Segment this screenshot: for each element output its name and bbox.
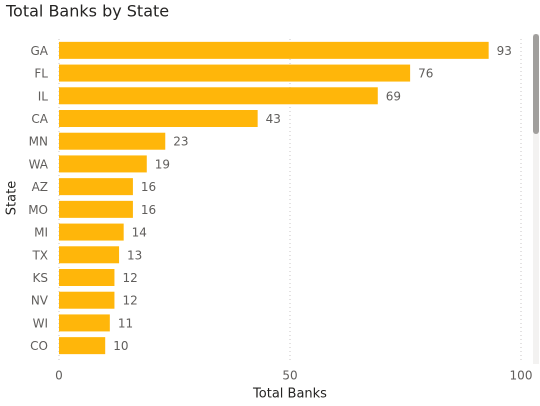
bar xyxy=(59,200,133,218)
data-label: 14 xyxy=(132,226,147,240)
data-label: 43 xyxy=(266,112,281,126)
bar xyxy=(59,269,115,286)
data-label: 16 xyxy=(141,203,156,217)
data-label: 76 xyxy=(418,67,433,81)
data-label: 10 xyxy=(113,339,128,353)
y-tick-label: WI xyxy=(33,316,48,330)
bar xyxy=(59,246,120,264)
y-tick-label: AZ xyxy=(32,180,48,194)
bar xyxy=(59,64,411,82)
x-tick-label: 100 xyxy=(510,369,533,383)
y-tick-label: TX xyxy=(31,248,48,262)
bar xyxy=(59,178,133,196)
data-label: 12 xyxy=(122,271,137,285)
data-label: 11 xyxy=(118,316,133,330)
x-axis-title: Total Banks xyxy=(252,387,327,402)
bar xyxy=(59,314,110,332)
data-label: 23 xyxy=(173,135,188,149)
x-tick-label: 0 xyxy=(55,369,63,383)
y-tick-label: IL xyxy=(38,89,49,103)
bar xyxy=(59,110,258,127)
data-label: 13 xyxy=(127,248,142,262)
bar xyxy=(59,155,147,173)
bar xyxy=(59,337,106,355)
data-label: 93 xyxy=(497,44,512,58)
bar xyxy=(59,87,378,105)
y-tick-label: MI xyxy=(34,226,48,240)
y-tick-label: GA xyxy=(30,44,48,58)
data-label: 16 xyxy=(141,180,156,194)
y-tick-label: MN xyxy=(29,135,48,149)
y-tick-label: NV xyxy=(31,294,49,308)
bar xyxy=(59,291,115,309)
x-tick-label: 50 xyxy=(282,369,297,383)
data-label: 19 xyxy=(155,157,170,171)
data-label: 69 xyxy=(386,89,401,103)
y-tick-label: MO xyxy=(28,203,48,217)
bar xyxy=(59,41,489,59)
chart-title: Total Banks by State xyxy=(5,2,169,21)
bar xyxy=(59,223,124,241)
y-tick-label: WA xyxy=(29,157,49,171)
y-tick-label: FL xyxy=(34,67,48,81)
y-tick-label: CA xyxy=(31,112,48,126)
y-tick-label: KS xyxy=(33,271,49,285)
data-label: 12 xyxy=(122,294,137,308)
y-tick-label: CO xyxy=(30,339,48,353)
scrollbar-track[interactable] xyxy=(533,34,539,364)
scrollbar-thumb[interactable] xyxy=(533,34,539,134)
bar xyxy=(59,132,166,150)
y-axis-title: State xyxy=(5,181,20,215)
